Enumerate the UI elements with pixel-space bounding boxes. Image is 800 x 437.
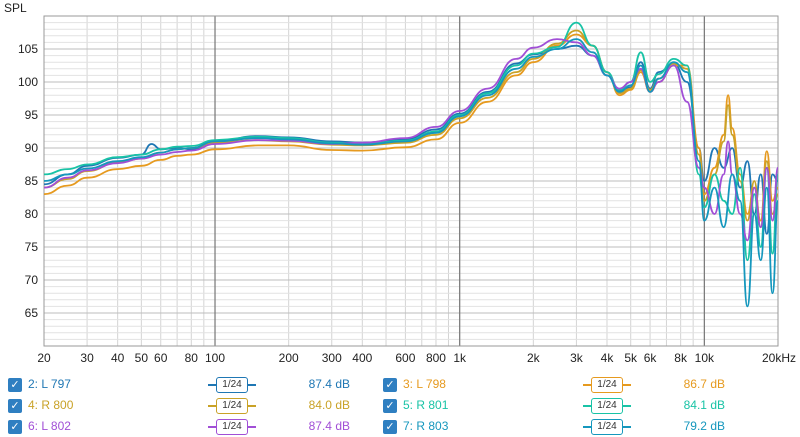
series-line-4 [43, 21, 779, 262]
legend-smoothing-selector[interactable]: 1/24 [208, 376, 256, 393]
x-tick-label: 2k [527, 351, 541, 365]
series-line-3 [43, 29, 779, 229]
y-axis-label: SPL [4, 1, 27, 15]
legend-smoothing-selector[interactable]: 1/24 [208, 397, 256, 414]
legend-series-name[interactable]: 5: R 801 [403, 398, 449, 412]
x-tick-label: 1k [453, 351, 467, 365]
x-tick-label: 3k [570, 351, 584, 365]
legend-checkbox[interactable]: ✓ [8, 399, 22, 413]
legend-smoothing-label: 1/24 [216, 398, 248, 414]
x-tick-label: 20kHz [762, 351, 796, 365]
legend-series-name[interactable]: 2: L 797 [28, 377, 71, 391]
x-tick-label: 10k [695, 351, 715, 365]
x-tick-label: 80 [185, 351, 199, 365]
x-tick-label: 60 [154, 351, 168, 365]
x-tick-label: 4k [601, 351, 615, 365]
legend-checkbox[interactable]: ✓ [8, 378, 22, 392]
legend-level: 84.1 dB [683, 398, 725, 412]
legend-smoothing-selector[interactable]: 1/24 [583, 376, 631, 393]
legend-checkbox[interactable]: ✓ [383, 399, 397, 413]
legend: ✓ 2: L 797 1/24 87.4 dB ✓ 3: L 798 1/24 86.7 dB… [0, 372, 800, 437]
series-layer [43, 21, 779, 308]
x-tick-label: 8k [674, 351, 688, 365]
legend-smoothing-selector[interactable]: 1/24 [208, 418, 256, 435]
legend-smoothing-selector[interactable]: 1/24 [583, 418, 631, 435]
x-tick-label: 50 [135, 351, 149, 365]
x-tick-label: 40 [111, 351, 125, 365]
y-tick-labels: 65 70 75 80 85 90 95 100 105 [18, 42, 38, 320]
legend-series-name[interactable]: 7: R 803 [403, 419, 449, 433]
x-tick-label: 30 [80, 351, 94, 365]
legend-smoothing-label: 1/24 [591, 398, 623, 414]
series-line-1 [43, 44, 779, 235]
y-tick-label: 105 [18, 42, 38, 56]
y-tick-label: 80 [25, 207, 39, 221]
legend-level: 79.2 dB [683, 419, 725, 433]
legend-smoothing-selector[interactable]: 1/24 [583, 397, 631, 414]
legend-level: 86.7 dB [683, 377, 725, 391]
legend-series-name[interactable]: 6: L 802 [28, 419, 71, 433]
y-tick-label: 90 [25, 141, 39, 155]
x-tick-label: 100 [205, 351, 225, 365]
x-tick-label: 5k [624, 351, 638, 365]
y-tick-label: 70 [25, 273, 39, 287]
series-line-6 [43, 38, 779, 308]
legend-smoothing-label: 1/24 [216, 377, 248, 393]
x-tick-label: 400 [352, 351, 372, 365]
y-tick-label: 95 [25, 108, 39, 122]
frequency-response-chart: 20 30 40 50 60 80 100 200 300 400 600 800 1k 2k 3k 4k 5k… [4, 1, 796, 365]
legend-smoothing-label: 1/24 [591, 377, 623, 393]
y-tick-label: 85 [25, 174, 39, 188]
legend-checkbox[interactable]: ✓ [8, 420, 22, 434]
y-tick-label: 65 [25, 306, 39, 320]
legend-level: 87.4 dB [308, 419, 350, 433]
legend-checkbox[interactable]: ✓ [383, 420, 397, 434]
legend-level: 87.4 dB [308, 377, 350, 391]
legend-checkbox[interactable]: ✓ [383, 378, 397, 392]
y-tick-label: 75 [25, 240, 39, 254]
x-tick-label: 200 [279, 351, 299, 365]
x-tick-label: 300 [322, 351, 342, 365]
legend-series-name[interactable]: 4: R 800 [28, 398, 74, 412]
legend-smoothing-label: 1/24 [591, 419, 623, 435]
x-tick-labels: 20 30 40 50 60 80 100 200 300 400 600 800 1k 2k 3k 4k 5k… [37, 351, 796, 365]
legend-smoothing-label: 1/24 [216, 419, 248, 435]
y-tick-label: 100 [18, 75, 38, 89]
x-tick-label: 20 [37, 351, 51, 365]
x-tick-label: 800 [426, 351, 446, 365]
x-tick-label: 600 [395, 351, 415, 365]
legend-series-name[interactable]: 3: L 798 [403, 377, 446, 391]
legend-level: 84.0 dB [308, 398, 350, 412]
x-tick-label: 6k [644, 351, 658, 365]
